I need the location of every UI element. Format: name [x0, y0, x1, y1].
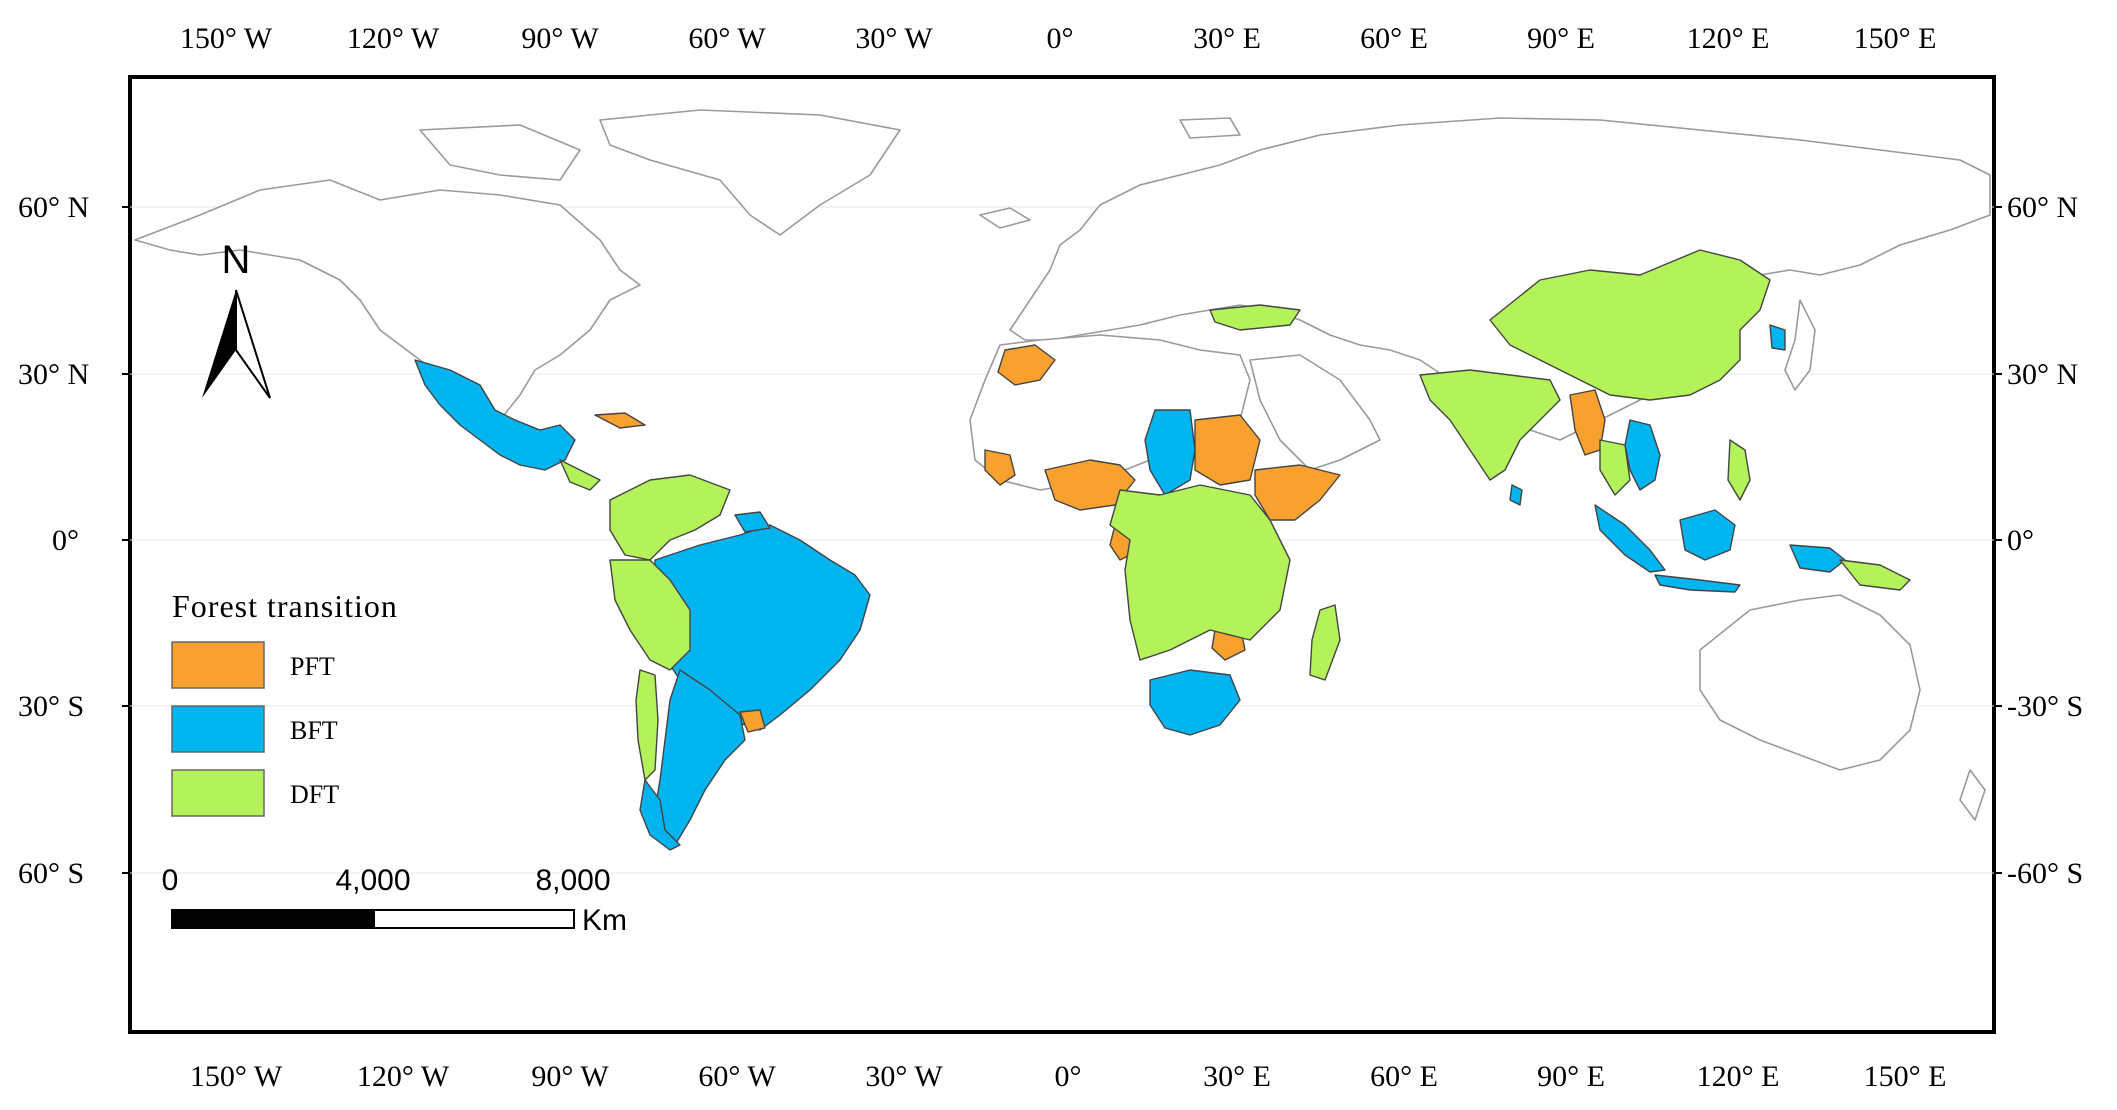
lon-label-bottom: 90° W [531, 1060, 609, 1093]
country-papua [1789, 544, 1846, 573]
scale-bar: 0 4,000 8,000 Km [162, 864, 627, 937]
lat-label-right: -60° S [2007, 857, 2083, 890]
country-south-korea [1769, 324, 1786, 351]
country-central-africa [1109, 484, 1291, 661]
land-greenland [599, 109, 901, 236]
north-arrow-label: N [222, 238, 251, 282]
lon-label-bottom: 120° W [357, 1060, 450, 1093]
land-iceland [979, 207, 1031, 229]
country-india [1419, 369, 1561, 481]
land-svalbard [1179, 117, 1241, 139]
lon-label-top: 90° W [521, 22, 599, 55]
country-thailand-laos [1599, 439, 1631, 496]
latitude-labels-right: 60° N 30° N 0° -30° S -60° S [2007, 191, 2083, 890]
legend-label-dft: DFT [290, 780, 339, 809]
land-new-zealand [1959, 769, 1986, 821]
lat-label-left: 60° S [18, 857, 84, 890]
country-morocco [997, 344, 1056, 386]
lon-label-bottom: 120° E [1697, 1060, 1780, 1093]
lon-label-top: 60° E [1360, 22, 1428, 55]
lon-label-bottom: 0° [1055, 1060, 1082, 1093]
country-png-east [1839, 559, 1911, 591]
lon-label-bottom: 60° E [1370, 1060, 1438, 1093]
lon-label-top: 150° W [180, 22, 273, 55]
scale-unit: Km [582, 904, 627, 937]
north-arrow: N [202, 238, 271, 399]
legend: Forest transition PFT BFT DFT [171, 588, 398, 817]
country-turkey [1209, 304, 1301, 331]
lat-label-right: 0° [2007, 524, 2034, 557]
lon-label-top: 0° [1047, 22, 1074, 55]
lon-label-bottom: 30° E [1203, 1060, 1271, 1093]
scale-tick-4000: 4,000 [335, 864, 410, 897]
country-indonesia-sumatra [1594, 504, 1666, 573]
lat-label-right: 60° N [2007, 191, 2078, 224]
country-china [1489, 249, 1771, 401]
land-north-america [134, 179, 641, 421]
base-land [134, 109, 1991, 821]
country-argentina [654, 669, 746, 846]
lon-label-top: 30° E [1193, 22, 1261, 55]
country-sri-lanka [1509, 484, 1523, 506]
country-central-america [559, 459, 601, 491]
lon-label-top: 60° W [688, 22, 766, 55]
legend-swatch-pft [171, 641, 265, 689]
country-chile-north [635, 669, 659, 781]
lat-label-left: 30° S [18, 690, 84, 723]
lon-label-top: 30° W [855, 22, 933, 55]
legend-swatch-bft [171, 705, 265, 753]
lon-label-bottom: 150° E [1864, 1060, 1947, 1093]
lat-label-left: 60° N [18, 191, 89, 224]
country-colombia-venezuela [609, 474, 731, 561]
country-philippines [1727, 439, 1751, 501]
country-mexico [414, 359, 576, 471]
north-arrow-icon [202, 290, 236, 398]
country-peru-bolivia [609, 559, 691, 671]
scale-tick-0: 0 [162, 864, 179, 897]
country-uruguay [739, 709, 766, 733]
land-japan [1784, 299, 1816, 391]
country-sierra-leone [984, 449, 1016, 486]
scale-bar-white [373, 909, 575, 929]
longitude-labels-top: 150° W 120° W 90° W 60° W 30° W 0° 30° E… [180, 22, 1937, 55]
lon-label-bottom: 90° E [1537, 1060, 1605, 1093]
lat-label-left: 0° [52, 524, 79, 557]
country-chad [1144, 409, 1196, 496]
country-suriname [734, 511, 771, 533]
scale-tick-8000: 8,000 [535, 864, 610, 897]
country-south-africa [1149, 669, 1241, 736]
legend-swatch-dft [171, 769, 265, 817]
country-indonesia-borneo [1679, 509, 1736, 561]
country-polygons [414, 249, 1911, 851]
lat-label-right: -30° S [2007, 690, 2083, 723]
lat-label-left: 30° N [18, 358, 89, 391]
frame-ticks [122, 206, 2002, 874]
land-australia [1699, 594, 1921, 771]
country-madagascar [1309, 604, 1341, 681]
country-ethiopia-somalia [1254, 464, 1341, 521]
country-indonesia-java [1654, 574, 1741, 593]
lat-label-right: 30° N [2007, 358, 2078, 391]
lon-label-top: 150° E [1854, 22, 1937, 55]
legend-label-pft: PFT [290, 652, 335, 681]
land-arctic-islands [419, 124, 581, 181]
lon-label-bottom: 150° W [190, 1060, 283, 1093]
lon-label-bottom: 30° W [865, 1060, 943, 1093]
country-cuba [594, 412, 646, 429]
country-chile-south [639, 779, 681, 851]
country-sudan [1194, 414, 1261, 486]
longitude-labels-bottom: 150° W 120° W 90° W 60° W 30° W 0° 30° E… [190, 1060, 1947, 1093]
lon-label-top: 120° E [1687, 22, 1770, 55]
lon-label-bottom: 60° W [698, 1060, 776, 1093]
land-arabia [1249, 354, 1381, 471]
scale-bar-black [171, 909, 375, 929]
latitude-labels-left: 60° N 30° N 0° 30° S 60° S [18, 191, 89, 890]
lon-label-top: 120° W [347, 22, 440, 55]
lon-label-top: 90° E [1527, 22, 1595, 55]
legend-title: Forest transition [172, 588, 398, 624]
legend-label-bft: BFT [290, 716, 338, 745]
